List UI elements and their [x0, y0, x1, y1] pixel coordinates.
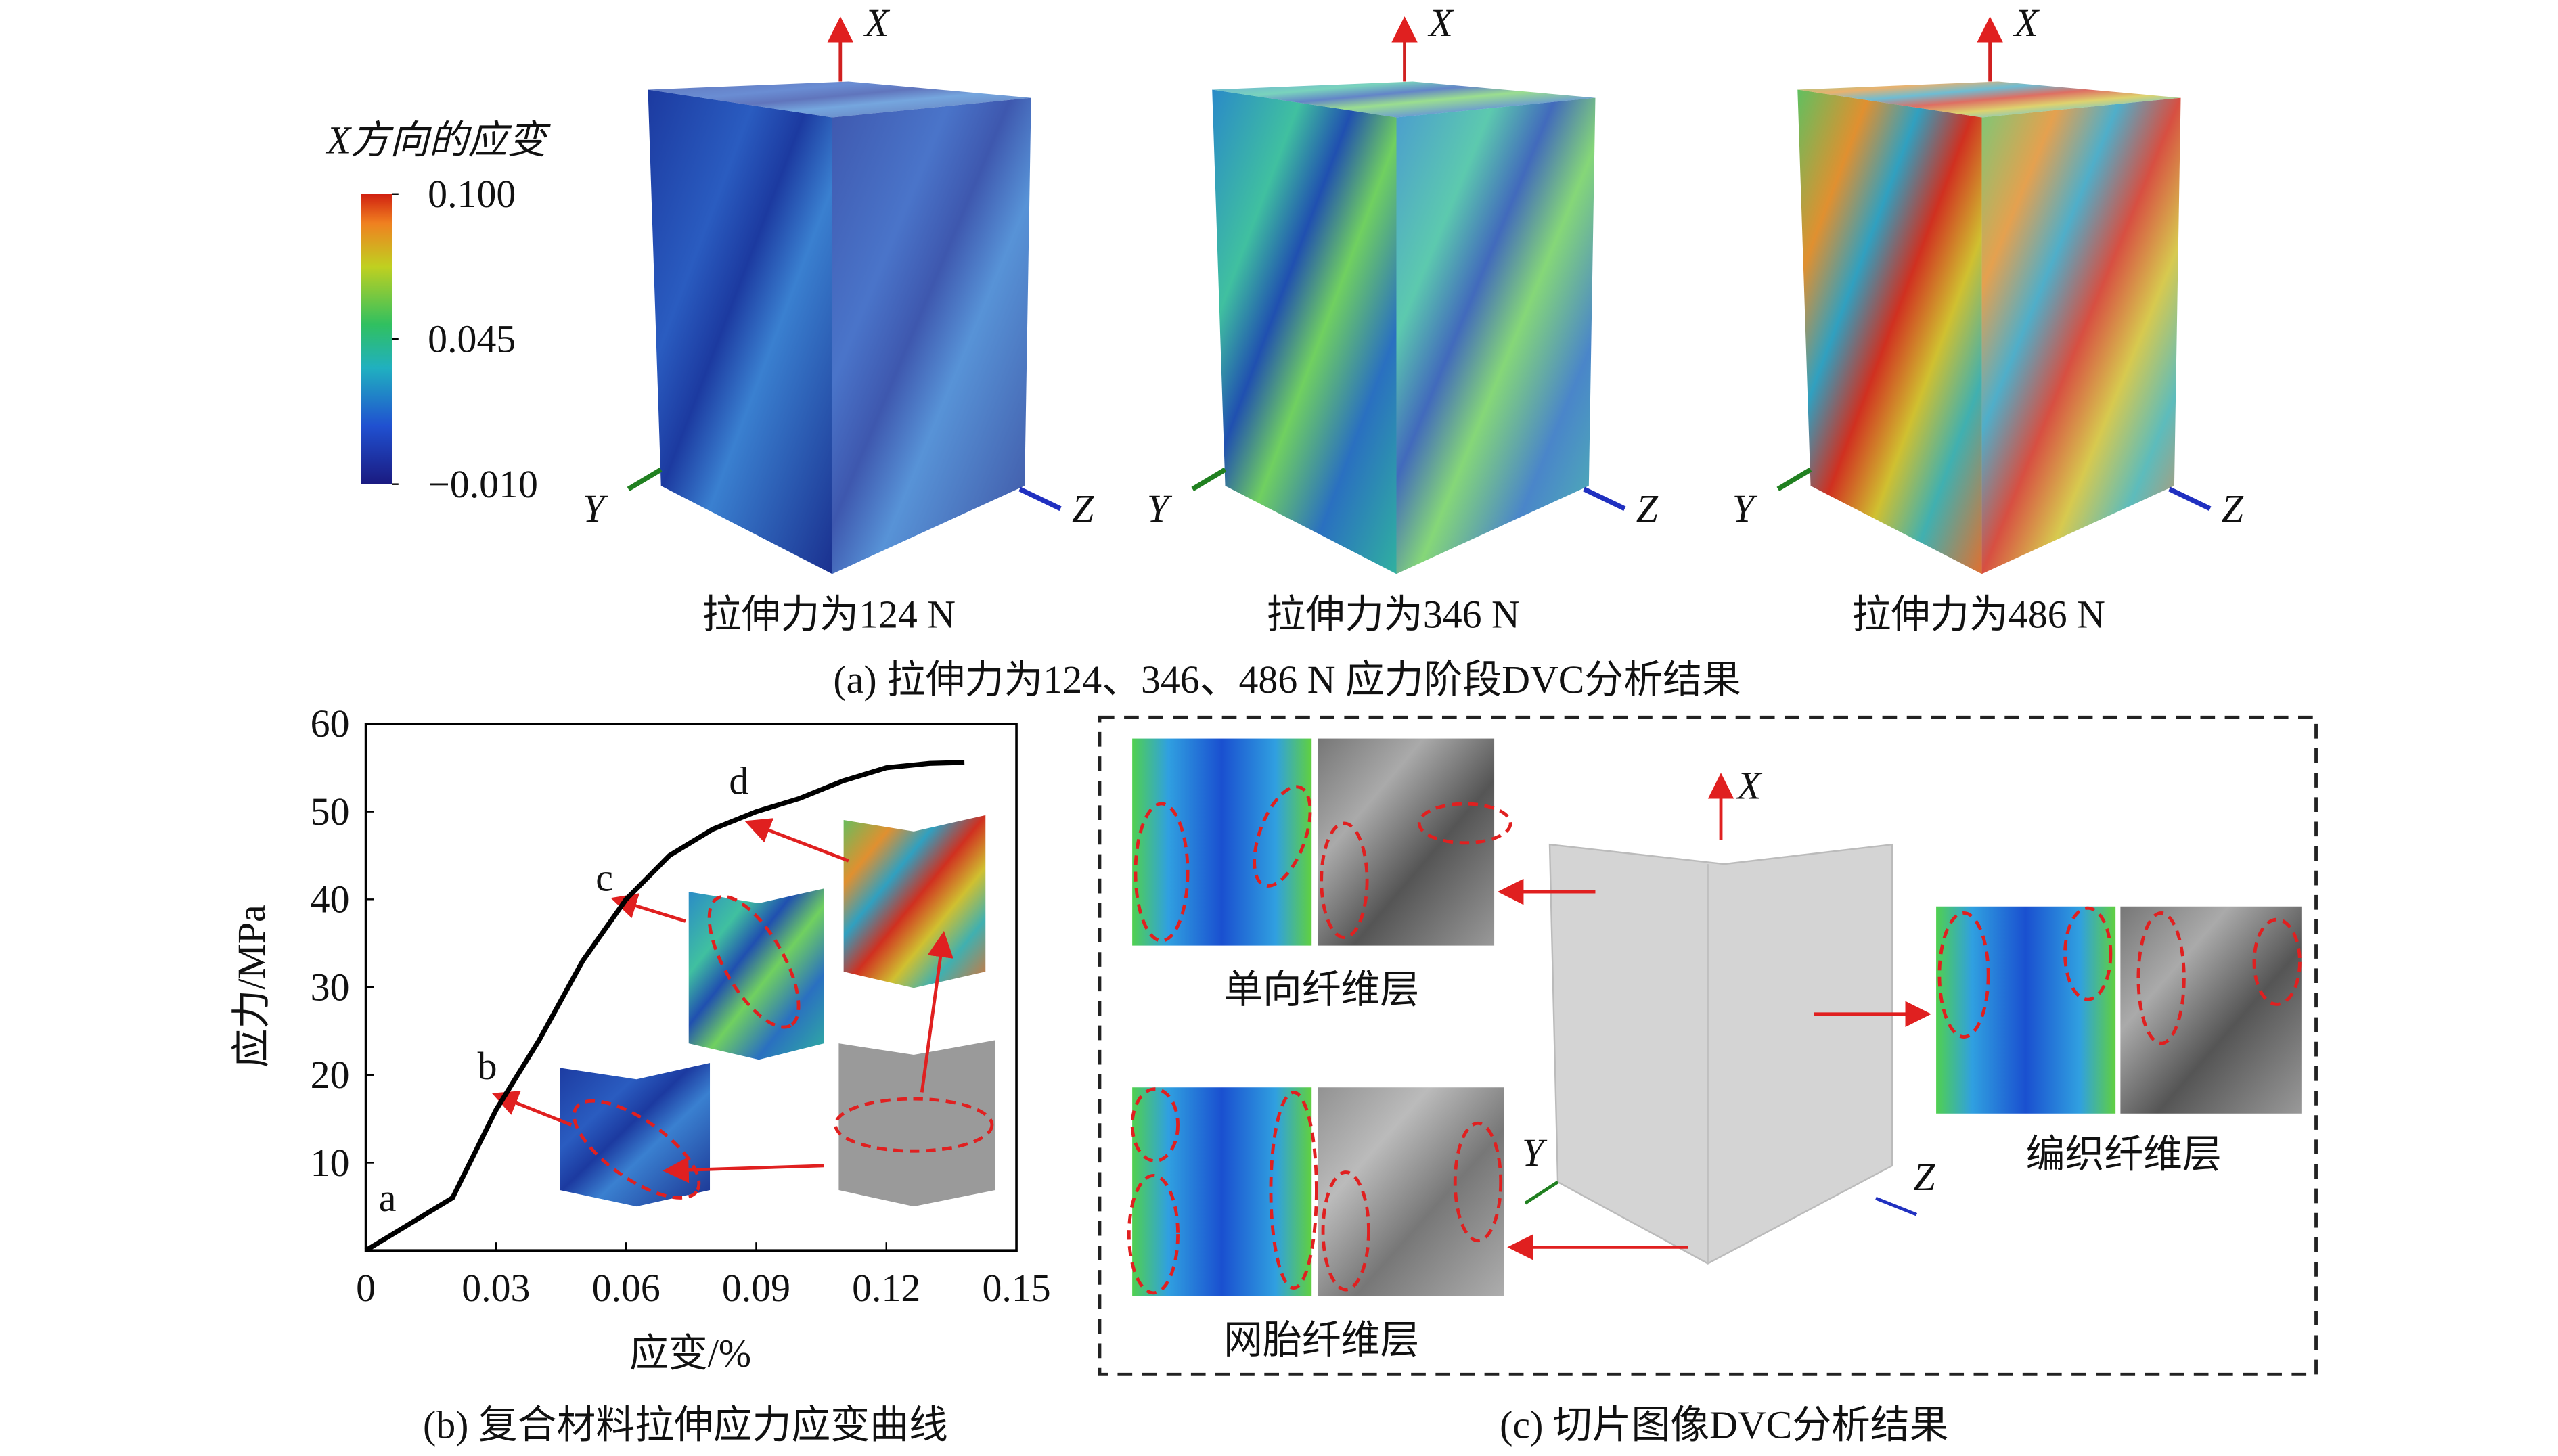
axis-label: Y: [1732, 486, 1758, 530]
axis-arrow: [1583, 486, 1626, 511]
x-tick-label: 0.03: [462, 1266, 530, 1310]
colorbar-tick-label: 0.100: [428, 172, 516, 216]
cube-face: [648, 89, 832, 574]
point-label: a: [379, 1176, 397, 1220]
x-tick-label: 0.15: [982, 1266, 1050, 1310]
cube-face: [1981, 97, 2181, 574]
axis-label: Z: [1913, 1155, 1935, 1199]
axis-label: X: [2013, 1, 2040, 45]
cube-label: 拉伸力为346 N: [1267, 593, 1520, 637]
point-label: d: [729, 759, 748, 803]
x-tick-label: 0.06: [592, 1266, 660, 1310]
caption-c: (c) 切片图像DVC分析结果: [1500, 1403, 1948, 1447]
axis-label: Y: [1147, 486, 1173, 530]
cube-face: [1212, 81, 1596, 118]
cube-face: [832, 97, 1031, 574]
x-tick-label: 0.09: [722, 1266, 790, 1310]
y-tick-label: 10: [311, 1141, 350, 1185]
axis-label: X: [1736, 764, 1763, 808]
y-tick-label: 60: [311, 702, 350, 746]
x-axis-label: 应变/%: [629, 1331, 751, 1375]
axis-label: Z: [2222, 486, 2244, 530]
layer-label: 单向纤维层: [1224, 968, 1419, 1011]
cube-label: 拉伸力为486 N: [1852, 593, 2105, 637]
y-tick-label: 30: [311, 965, 350, 1009]
insets: [491, 815, 995, 1207]
point-label: c: [596, 855, 613, 899]
axis-arrow: [627, 467, 663, 491]
cube-face: [648, 81, 1031, 118]
axis-label: Y: [1522, 1131, 1548, 1175]
axis-label: Z: [1636, 486, 1659, 530]
axis-arrow: [1776, 467, 1812, 491]
colorbar-title: X方向的应变: [326, 118, 552, 162]
y-tick-label: 40: [311, 878, 350, 922]
x-tick-label: 0.12: [852, 1266, 920, 1310]
stress-strain-chart: 0 0.03 0.06 0.09 0.12 0.15 10 20 30 40 50 60 a b c d: [311, 702, 1051, 1310]
axis-arrow: [2168, 486, 2212, 511]
cube-label: 拉伸力为124 N: [702, 593, 956, 637]
colorbar-tick-label: −0.010: [428, 462, 538, 506]
colorbar-ticks: 0.100 0.045 −0.010: [392, 172, 538, 506]
caption-a: (a) 拉伸力为124、346、486 N 应力阶段DVC分析结果: [833, 658, 1741, 702]
layer-label: 网胎纤维层: [1224, 1318, 1419, 1362]
x-tick-label: 0: [356, 1266, 376, 1310]
axis-label: Y: [583, 486, 608, 530]
panel-c-frame: [1098, 715, 2318, 1376]
axis-arrow: [1018, 486, 1062, 511]
y-tick-label: 20: [311, 1053, 350, 1097]
strain-cubes: X Y Z 拉伸力为124 N X Y Z 拉伸力为346 N X Y Z 拉伸力为486 N: [583, 1, 2244, 637]
caption-b: (b) 复合材料拉伸应力应变曲线: [423, 1403, 948, 1447]
cube-face: [1797, 81, 2181, 118]
y-tick-label: 50: [311, 790, 350, 834]
cube-face: [1212, 89, 1397, 574]
cube-face: [1396, 97, 1596, 574]
cube-face: [1797, 89, 1982, 574]
curve: [364, 760, 965, 1253]
point-label: b: [478, 1044, 497, 1088]
layer-label: 编织纤维层: [2026, 1132, 2222, 1176]
axis-label: X: [863, 1, 891, 45]
axis-label: X: [1428, 1, 1455, 45]
y-axis-label: 应力/MPa: [229, 905, 273, 1068]
colorbar: [361, 194, 392, 484]
axis-arrow: [1191, 467, 1227, 491]
colorbar-tick-label: 0.045: [428, 317, 516, 361]
slice-images: [1127, 738, 2302, 1296]
axis-label: Z: [1072, 486, 1094, 530]
